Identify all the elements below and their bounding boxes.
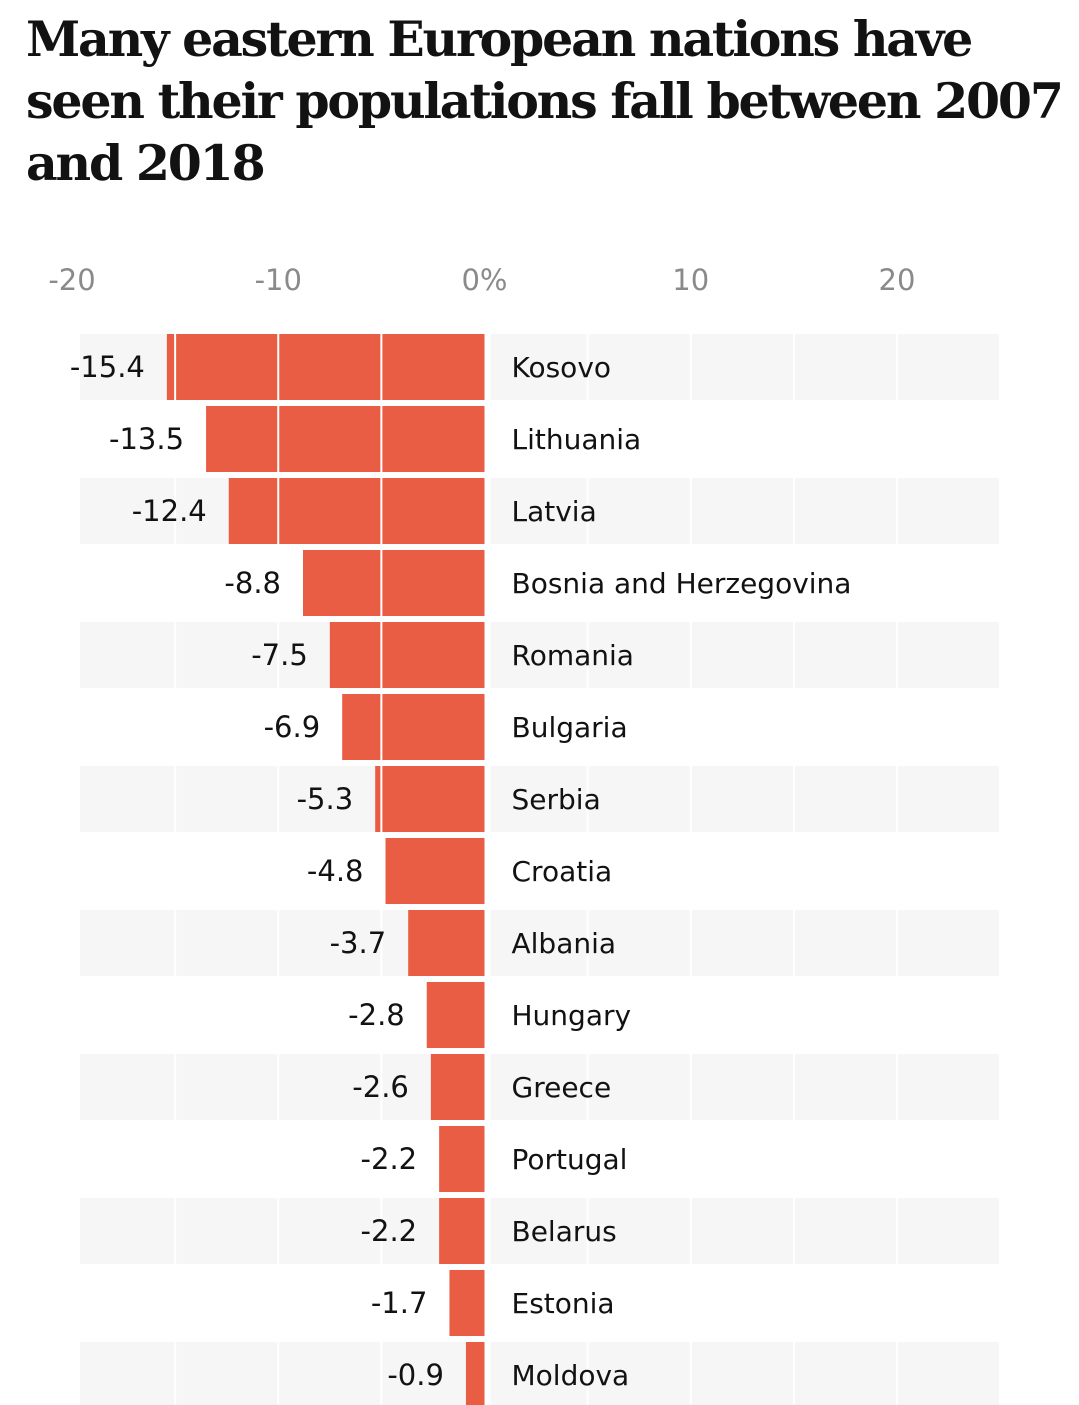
tick-label: -20 — [48, 263, 95, 297]
country-label: Romania — [512, 639, 634, 672]
country-label: Greece — [512, 1071, 612, 1104]
chart-title: Many eastern European nations have seen … — [26, 10, 1064, 192]
bar — [375, 766, 485, 832]
gridlines — [174, 334, 898, 1405]
value-label: -2.6 — [352, 1070, 409, 1104]
bar — [408, 910, 485, 976]
value-label: -13.5 — [109, 422, 184, 456]
country-label: Belarus — [512, 1215, 617, 1248]
value-label: -4.8 — [307, 854, 364, 888]
bar — [385, 838, 485, 904]
tick-label: 10 — [672, 263, 709, 297]
bar — [342, 694, 485, 760]
country-labels: Kosovo Lithuania Latvia Bosnia and Herzegov… — [512, 351, 852, 1392]
row-band — [80, 1198, 999, 1264]
country-label: Hungary — [512, 999, 632, 1032]
value-label: -2.8 — [348, 998, 405, 1032]
tick-label: 0% — [461, 263, 507, 297]
row-band — [80, 622, 999, 688]
row-band — [80, 766, 999, 832]
bar — [206, 406, 485, 472]
country-label: Estonia — [512, 1287, 615, 1320]
bar — [426, 982, 485, 1048]
value-label: -0.9 — [387, 1358, 444, 1392]
value-label: -2.2 — [361, 1214, 418, 1248]
tick-label: -10 — [255, 263, 302, 297]
bar — [449, 1270, 485, 1336]
row-band — [80, 1054, 999, 1120]
row-band — [80, 1342, 999, 1405]
bars — [166, 334, 485, 1405]
value-label: -15.4 — [70, 350, 145, 384]
bar — [439, 1198, 485, 1264]
country-label: Croatia — [512, 855, 613, 888]
value-labels: -15.4 -13.5 -12.4 -8.8 -7.5 -6.9 -5.3 -4.8 -3.7 -… — [70, 350, 444, 1392]
axis-ticks: -20 -10 0% 10 20 — [48, 263, 915, 297]
bar — [465, 1342, 485, 1405]
bar — [303, 550, 485, 616]
country-label: Portugal — [512, 1143, 628, 1176]
country-label: Albania — [512, 927, 617, 960]
value-label: -7.5 — [251, 638, 308, 672]
value-label: -1.7 — [371, 1286, 428, 1320]
value-label: -12.4 — [132, 494, 207, 528]
country-label: Latvia — [512, 495, 597, 528]
value-label: -2.2 — [361, 1142, 418, 1176]
bar — [166, 334, 485, 400]
country-label: Bosnia and Herzegovina — [512, 567, 852, 600]
value-label: -6.9 — [264, 710, 321, 744]
bar — [329, 622, 485, 688]
bar — [228, 478, 485, 544]
value-label: -5.3 — [297, 782, 354, 816]
country-label: Lithuania — [512, 423, 642, 456]
country-label: Moldova — [512, 1359, 630, 1392]
bar — [430, 1054, 485, 1120]
bar — [439, 1126, 485, 1192]
value-label: -3.7 — [330, 926, 387, 960]
tick-label: 20 — [879, 263, 916, 297]
country-label: Kosovo — [512, 351, 612, 384]
row-band — [80, 910, 999, 976]
country-label: Bulgaria — [512, 711, 628, 744]
country-label: Serbia — [512, 783, 601, 816]
value-label: -8.8 — [224, 566, 281, 600]
